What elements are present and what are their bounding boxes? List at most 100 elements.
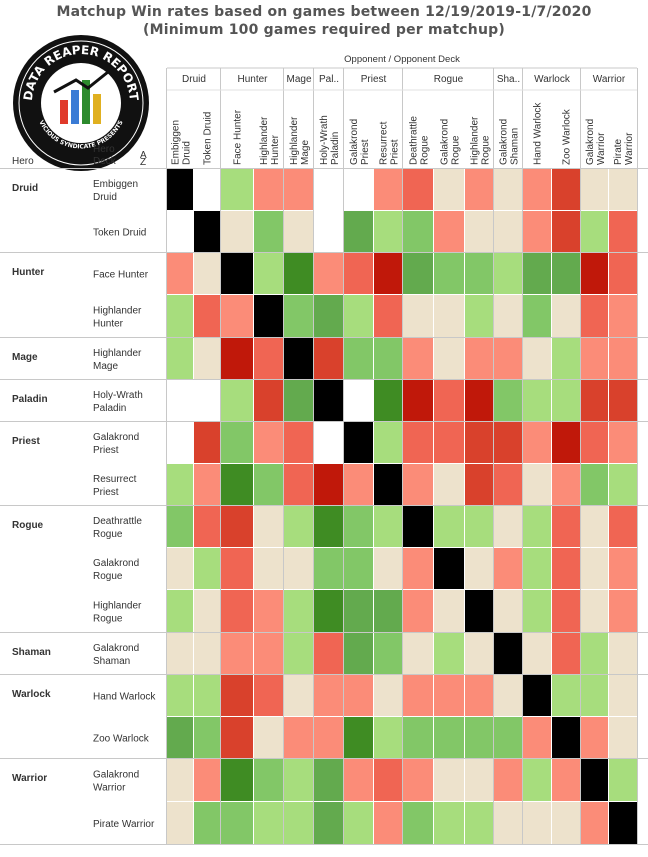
row-deck-label: Holy-Wrath: [93, 390, 143, 401]
heatmap-cell: [465, 633, 493, 674]
heatmap-cell: [254, 211, 283, 252]
heatmap-cell: [581, 338, 608, 379]
col-hero-label: Pal..: [319, 74, 339, 85]
row-hero-label: Warrior: [12, 773, 47, 784]
heatmap-cell: [494, 802, 522, 844]
heatmap-cell: [374, 295, 402, 337]
heatmap-cell: [581, 675, 608, 716]
heatmap-cell: [609, 169, 637, 210]
heatmap-cell: [465, 253, 493, 294]
heatmap-cell: [609, 253, 637, 294]
row-deck-label: Druid: [93, 192, 117, 203]
row-hero-label: Priest: [12, 436, 40, 447]
heatmap-cell: [221, 590, 253, 632]
row-hero-label: Mage: [12, 352, 38, 363]
heatmap-cell: [254, 422, 283, 463]
heatmap-cell: [344, 590, 373, 632]
heatmap-cell: [434, 590, 464, 632]
col-deck-label: Token Druid: [203, 112, 214, 165]
heatmap-cell: [284, 338, 313, 379]
heatmap-cell: [403, 464, 433, 505]
heatmap-cell: [284, 633, 313, 674]
heatmap-cell: [465, 590, 493, 632]
heatmap-cell: [221, 253, 253, 294]
row-deck-label: Shaman: [93, 656, 130, 667]
heatmap-cell: [284, 717, 313, 758]
heatmap-cell: [254, 759, 283, 801]
heatmap-cell: [434, 802, 464, 844]
heatmap-cell: [552, 506, 580, 547]
row-deck-label: Priest: [93, 487, 119, 498]
heatmap-cell: [465, 464, 493, 505]
heatmap-cell: [221, 548, 253, 589]
row-deck-label: Mage: [93, 361, 118, 372]
heatmap-cell: [344, 295, 373, 337]
heatmap-cell: [254, 717, 283, 758]
heatmap-cell: [284, 675, 313, 716]
heatmap-cell: [254, 548, 283, 589]
row-deck-label: Galakrond: [93, 558, 139, 569]
heatmap-cell: [581, 506, 608, 547]
heatmap-cell: [284, 548, 313, 589]
heatmap-cell: [403, 338, 433, 379]
heatmap-cell: [434, 169, 464, 210]
col-deck-label: EmbiggenDruid: [171, 120, 193, 165]
heatmap-cell: [403, 506, 433, 547]
hero-deck-column-label: Hero: [93, 144, 115, 155]
heatmap-cell: [194, 633, 220, 674]
heatmap-cell: [167, 717, 193, 758]
heatmap-cell: [434, 253, 464, 294]
heatmap-cell: [314, 253, 343, 294]
heatmap-cell: [494, 211, 522, 252]
heatmap-cell: [434, 675, 464, 716]
col-deck-label: Hand Warlock: [533, 102, 544, 165]
heatmap-cell: [403, 633, 433, 674]
heatmap-cell: [167, 464, 193, 505]
heatmap-cell: [374, 380, 402, 421]
heatmap-cell: [403, 253, 433, 294]
heatmap-cell: [314, 717, 343, 758]
col-deck-label: HighlanderHunter: [259, 116, 281, 165]
heatmap-cell: [465, 548, 493, 589]
heatmap-cell: [434, 633, 464, 674]
heatmap-cell: [374, 548, 402, 589]
heatmap-cell: [374, 633, 402, 674]
heatmap-cell: [344, 211, 373, 252]
heatmap-cell: [344, 338, 373, 379]
heatmap-cell: [254, 506, 283, 547]
heatmap-cell: [523, 338, 551, 379]
heatmap-cell: [494, 717, 522, 758]
col-deck-label: HighlanderRogue: [470, 116, 492, 165]
heatmap-cell: [167, 338, 193, 379]
heatmap-cell: [344, 802, 373, 844]
heatmap-cell: [581, 295, 608, 337]
heatmap-cell: [374, 253, 402, 294]
heatmap-cell: [314, 380, 343, 421]
heatmap-cell: [552, 422, 580, 463]
row-deck-label: Token Druid: [93, 228, 146, 239]
heatmap-cell: [403, 675, 433, 716]
heatmap-cell: [403, 759, 433, 801]
col-hero-label: Druid: [182, 74, 206, 85]
heatmap-cell: [254, 380, 283, 421]
row-deck-label: Rogue: [93, 529, 123, 540]
heatmap-cell: [465, 717, 493, 758]
heatmap-cell: [221, 338, 253, 379]
heatmap-cell: [494, 675, 522, 716]
heatmap-cell: [374, 169, 402, 210]
col-deck-label: Holy-WrathPaladin: [319, 115, 341, 165]
heatmap-cell: [254, 590, 283, 632]
heatmap-cell: [194, 211, 220, 252]
row-deck-label: Rogue: [93, 571, 123, 582]
col-deck-label: DeathrattleRogue: [409, 116, 431, 165]
heatmap-cell: [465, 169, 493, 210]
heatmap-cell: [494, 295, 522, 337]
heatmap-cell: [314, 759, 343, 801]
row-deck-label: Rogue: [93, 614, 123, 625]
heatmap-cell: [284, 169, 313, 210]
heatmap-cell: [523, 590, 551, 632]
heatmap-cell: [609, 464, 637, 505]
heatmap-cell: [221, 380, 253, 421]
heatmap-cell: [314, 590, 343, 632]
heatmap-cell: [314, 802, 343, 844]
